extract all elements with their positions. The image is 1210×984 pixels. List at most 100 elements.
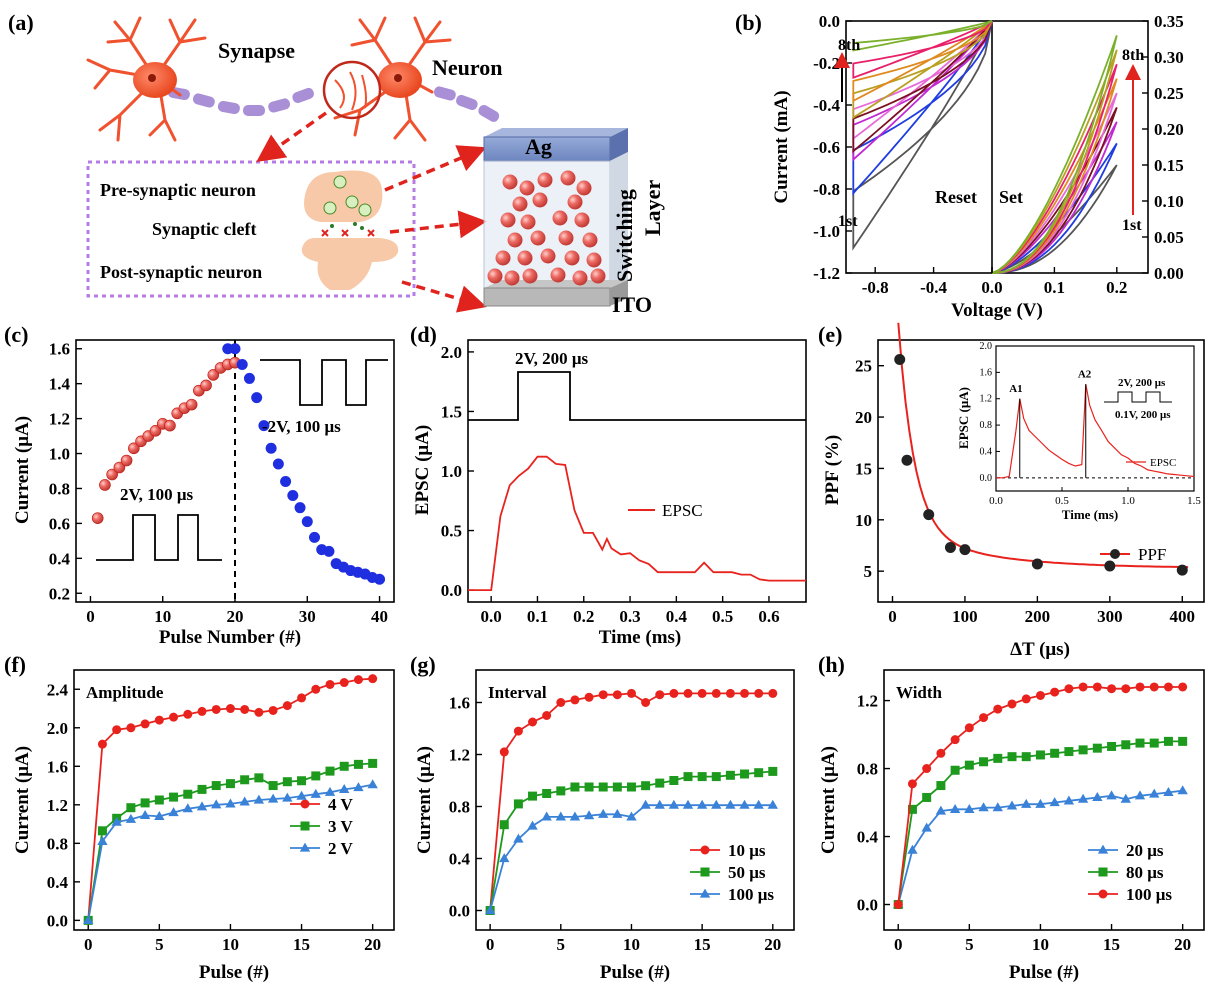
y-tick-label: 0.4 — [857, 828, 879, 847]
series-2-point — [225, 779, 235, 789]
inset-pulse-label-1: 2V, 200 μs — [1118, 377, 1166, 389]
series-1-point — [1134, 790, 1146, 800]
y-tick-label: -0.2 — [813, 54, 840, 73]
series-2-point — [907, 804, 917, 814]
y-tick-label-right: 0.20 — [1154, 120, 1184, 139]
series-3-point — [668, 799, 680, 809]
ppf-point — [923, 509, 935, 521]
y-axis-label: Current (μA) — [12, 416, 33, 524]
ppf-point — [894, 354, 906, 366]
ppf-fit-line — [897, 322, 1189, 569]
series-3-point — [139, 810, 151, 820]
y-axis-label: Current (μA) — [12, 746, 33, 854]
neuron-label: Neuron — [432, 55, 503, 80]
series-2-point — [641, 781, 651, 791]
x-tick-label: 0 — [486, 935, 495, 954]
series-1-point — [992, 802, 1003, 812]
series-1-point — [325, 679, 335, 689]
y-tick-label: 0.4 — [449, 850, 471, 869]
set-loop-2 — [991, 142, 1118, 274]
synapse-detail-box — [86, 160, 416, 298]
stim-pulse — [468, 371, 806, 421]
series-1-point — [669, 688, 679, 698]
series-3-point — [1121, 684, 1131, 694]
legend-label-2: 50 μs — [728, 863, 766, 882]
series-3-point — [97, 836, 108, 846]
series-3-point — [282, 792, 293, 802]
series-3-point — [513, 833, 524, 843]
series-1-point — [1035, 798, 1046, 808]
y-tick-label: 1.2 — [449, 746, 470, 765]
inset-x-axis-label: Time (ms) — [1062, 507, 1118, 522]
series-2-point — [697, 772, 707, 782]
series-2-point — [169, 792, 179, 802]
series-1-point — [655, 690, 665, 700]
series-3-point — [484, 905, 496, 915]
reset-loop-6 — [852, 20, 993, 120]
series-1-point — [311, 684, 321, 694]
series-2-point — [240, 775, 250, 785]
inset-x-tick-label: 0.5 — [1055, 495, 1069, 507]
series-3-point — [353, 782, 364, 792]
reset-loop-7 — [852, 20, 993, 103]
x-tick-label: 5 — [557, 935, 566, 954]
series-1-point — [1049, 797, 1060, 807]
ppf-point — [944, 542, 956, 554]
inset-y-tick-label: 1.2 — [980, 394, 993, 405]
set-last-label: 8th — [1122, 47, 1144, 64]
y-tick-label: 2.4 — [47, 680, 69, 699]
inset-x-tick-label: 0.0 — [989, 495, 1003, 507]
switching-label: Switching — [612, 189, 637, 282]
series-1-point — [499, 747, 509, 757]
y-tick-label: 0.2 — [49, 584, 70, 603]
x-tick-label: 0.1 — [1044, 278, 1065, 297]
series-1-point — [978, 802, 989, 812]
legend-label-1: 4 V — [328, 795, 353, 814]
potentiation-point — [149, 425, 162, 437]
series-3-point — [583, 810, 595, 820]
legend-label-3: 100 μs — [728, 885, 774, 904]
x-tick-label: 0.4 — [666, 607, 688, 626]
conductive-filament-spheres — [487, 170, 606, 286]
series-3-point — [753, 799, 764, 809]
x-axis-label: Time (ms) — [599, 627, 682, 648]
series-2-point — [936, 781, 946, 791]
y-axis-label: Current (μA) — [414, 746, 435, 854]
depression-point — [309, 531, 320, 543]
y-tick-label: 2.0 — [441, 343, 462, 362]
series-1-point — [1163, 786, 1174, 796]
potentiation-point — [106, 468, 118, 481]
set-loop-4 — [991, 106, 1118, 274]
x-tick-label: 0.3 — [619, 607, 640, 626]
set-loop-9 — [991, 35, 1118, 274]
series-1-point — [907, 844, 918, 854]
series-3-point — [711, 799, 722, 809]
series-2-point — [1064, 747, 1074, 757]
series-1-point — [725, 688, 735, 698]
series-1-point — [140, 719, 150, 729]
y-tick-label-right: 0.25 — [1154, 84, 1184, 103]
panel-label-e: (e) — [818, 322, 842, 347]
ppf-point — [1176, 564, 1188, 576]
depression-point — [229, 343, 241, 355]
electrode-ag-label: Ag — [525, 134, 552, 159]
series-1-point — [612, 690, 622, 700]
depression-point — [265, 442, 277, 454]
series-3-point — [922, 764, 932, 774]
series-2-point — [979, 757, 989, 767]
legend-marker-3 — [299, 842, 311, 852]
x-axis-label: Pulse (#) — [1009, 962, 1079, 983]
chart-f-amplitude: 0 5 10 15 20 0.0 0.4 0.8 1.2 1.6 2.0 2.4 Pulse (#) Cu… — [12, 669, 395, 983]
series-3-point — [1064, 684, 1074, 694]
series-2-point — [325, 766, 335, 776]
series-2-point — [740, 769, 750, 779]
panel-label-b: (b) — [735, 10, 762, 35]
x-tick-label: 100 — [952, 607, 978, 626]
chart-c-potentiation-depression: 0 10 20 30 40 0.2 0.4 0.6 0.8 1.0 1.2 1.4 1.6 Pulse N… — [12, 339, 395, 648]
y-tick-label: 1.4 — [49, 375, 71, 394]
x-tick-label: 5 — [965, 935, 974, 954]
legend-marker-1 — [300, 799, 310, 809]
series-2-point — [197, 784, 207, 794]
legend-marker-3 — [699, 888, 711, 898]
series-3-point — [527, 820, 538, 830]
